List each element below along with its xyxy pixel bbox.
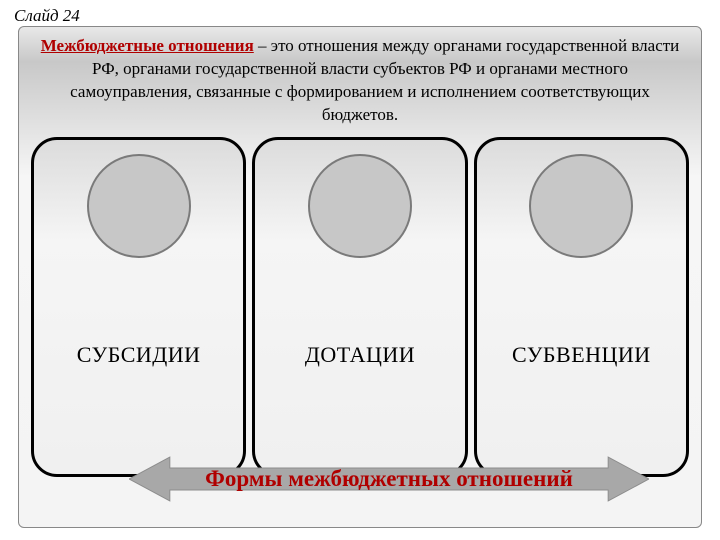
circle-icon	[529, 154, 633, 258]
slide-number: Слайд 24	[14, 6, 80, 26]
slide-frame: Межбюджетные отношения – это отношения м…	[18, 26, 702, 528]
arrow-title: Формы межбюджетных отношений	[129, 466, 649, 491]
definition-term: Межбюджетные отношения	[41, 36, 254, 55]
card-subsidies: СУБСИДИИ	[31, 137, 246, 477]
card-label: СУБВЕНЦИИ	[512, 342, 651, 368]
cards-row: СУБСИДИИ ДОТАЦИИ СУБВЕНЦИИ	[31, 137, 689, 477]
circle-icon	[308, 154, 412, 258]
card-label: СУБСИДИИ	[77, 342, 201, 368]
card-subventions: СУБВЕНЦИИ	[474, 137, 689, 477]
arrow-container: Формы межбюджетных отношений	[129, 453, 649, 505]
circle-icon	[87, 154, 191, 258]
card-label: ДОТАЦИИ	[305, 342, 415, 368]
definition-text: Межбюджетные отношения – это отношения м…	[31, 35, 689, 135]
card-dotations: ДОТАЦИИ	[252, 137, 467, 477]
